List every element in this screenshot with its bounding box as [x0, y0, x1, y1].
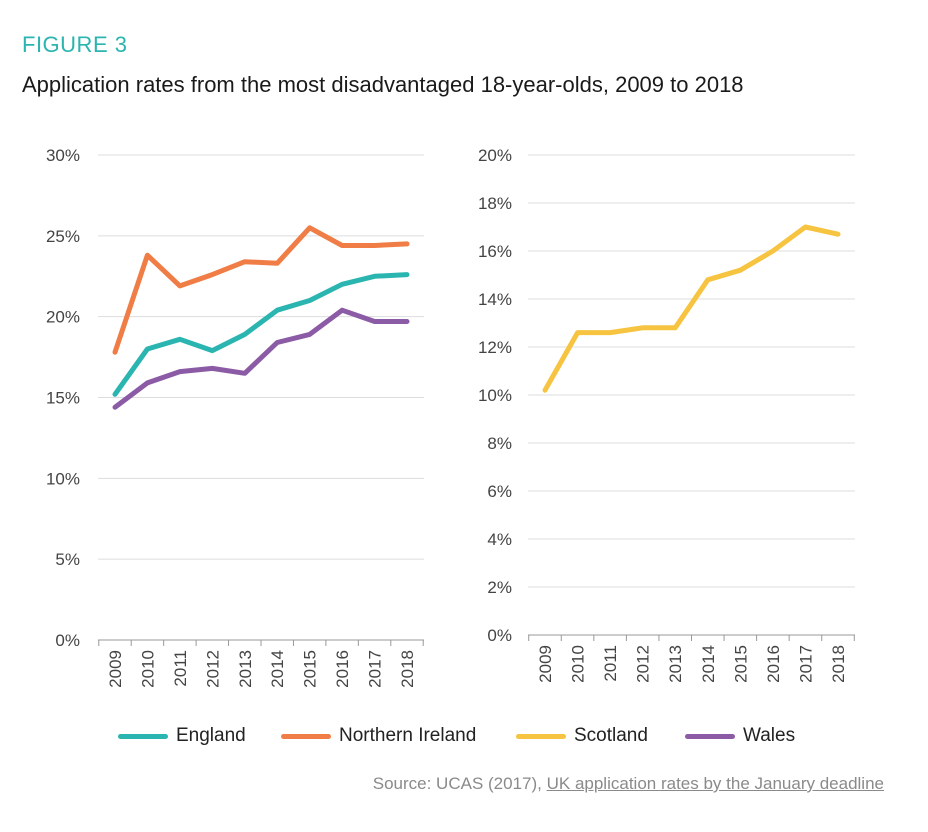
legend-item-england: England: [118, 722, 246, 750]
x-tick-label-left-2011: 2011: [171, 650, 190, 687]
x-tick-label-right-2011: 2011: [601, 645, 620, 682]
x-tick-label-right-2017: 2017: [796, 645, 815, 683]
y-tick-label-right-14: 14%: [478, 290, 512, 309]
figure-label: FIGURE 3: [22, 32, 128, 57]
series-line-scotland: [542, 224, 841, 393]
x-tick-label-right-2018: 2018: [829, 645, 848, 683]
legend-item-wales: Wales: [685, 722, 795, 750]
x-tick-label-right-2009: 2009: [536, 645, 555, 683]
y-tick-label-right-8: 8%: [487, 434, 512, 453]
source-note: Source: UCAS (2017), UK application rate…: [373, 774, 884, 794]
legend-label-wales: Wales: [743, 725, 796, 746]
x-tick-label-left-2014: 2014: [268, 650, 287, 688]
legend-label-northern-ireland: Northern Ireland: [339, 725, 477, 746]
x-tick-label-left-2018: 2018: [398, 650, 417, 688]
series-line-northern-ireland: [112, 225, 410, 355]
legend-swatch-england: [118, 733, 168, 739]
y-tick-label-right-20: 20%: [478, 146, 512, 165]
y-tick-label-right-4: 4%: [487, 530, 512, 549]
x-tick-label-left-2013: 2013: [236, 650, 255, 688]
y-tick-label-left-10: 10%: [46, 469, 80, 488]
x-tick-label-left-2012: 2012: [203, 650, 222, 688]
source-prefix: Source: UCAS (2017),: [372, 774, 547, 793]
y-tick-label-right-0: 0%: [487, 626, 512, 645]
x-tick-label-right-2010: 2010: [569, 645, 588, 683]
y-tick-label-right-10: 10%: [478, 386, 512, 405]
series-line-england: [112, 272, 410, 397]
x-tick-label-right-2015: 2015: [731, 645, 750, 683]
x-tick-label-left-2017: 2017: [366, 650, 385, 688]
y-tick-label-right-6: 6%: [487, 482, 512, 501]
legend-label-scotland: Scotland: [574, 725, 648, 746]
x-tick-label-right-2012: 2012: [634, 645, 653, 683]
y-tick-label-left-25: 25%: [46, 227, 80, 246]
x-tick-label-left-2015: 2015: [301, 650, 320, 688]
y-tick-label-left-30: 30%: [46, 146, 80, 165]
y-tick-label-right-2: 2%: [487, 578, 512, 597]
y-tick-label-left-5: 5%: [55, 550, 80, 569]
source-link[interactable]: UK application rates by the January dead…: [546, 774, 884, 793]
legend-item-northern-ireland: Northern Ireland: [281, 722, 476, 750]
x-tick-label-left-2016: 2016: [333, 650, 352, 688]
y-tick-label-right-18: 18%: [478, 194, 512, 213]
legend-swatch-northern-ireland: [281, 733, 331, 739]
x-tick-label-right-2013: 2013: [666, 645, 685, 683]
y-tick-label-right-12: 12%: [478, 338, 512, 357]
legend-item-scotland: Scotland: [516, 722, 648, 750]
series-line-wales: [112, 307, 410, 410]
x-tick-label-right-2014: 2014: [699, 645, 718, 683]
x-tick-label-right-2016: 2016: [764, 645, 783, 683]
y-tick-label-left-20: 20%: [46, 308, 80, 327]
legend-swatch-wales: [685, 733, 735, 739]
y-tick-label-left-0: 0%: [55, 631, 80, 650]
x-tick-label-left-2010: 2010: [138, 650, 157, 688]
x-tick-label-left-2009: 2009: [106, 650, 125, 688]
figure-title: Application rates from the most disadvan…: [22, 72, 744, 97]
legend-label-england: England: [176, 725, 246, 746]
charts-area: 0% 5% 10% 15% 20% 25% 30% 2009 2010 2011 2012 2013 2…: [46, 146, 855, 688]
y-tick-label-left-15: 15%: [46, 389, 80, 408]
legend-swatch-scotland: [516, 733, 566, 739]
y-tick-label-right-16: 16%: [478, 242, 512, 261]
